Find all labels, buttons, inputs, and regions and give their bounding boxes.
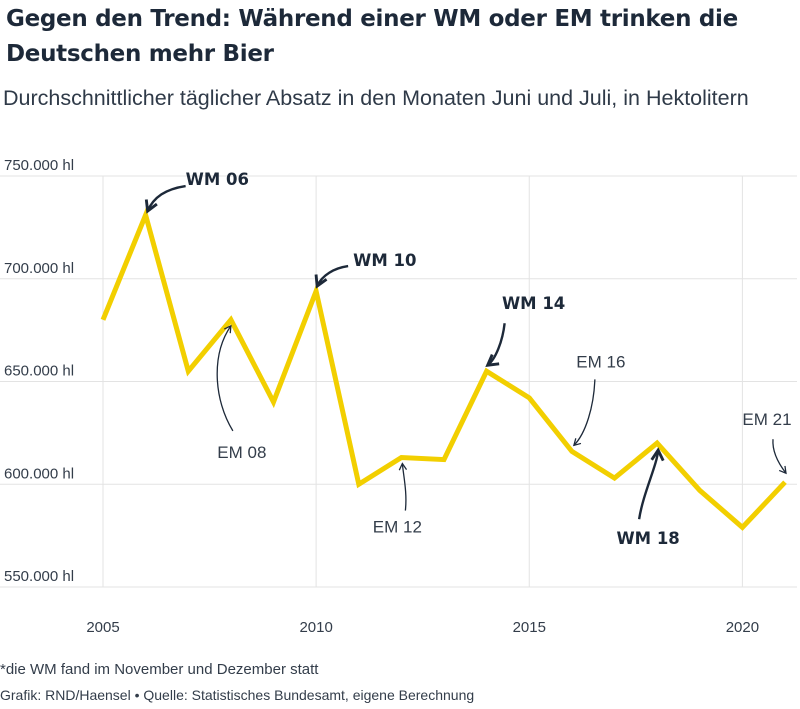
- annotation-arrow-wm-06: [144, 184, 186, 214]
- annotation-label-em-16: EM 16: [576, 352, 625, 371]
- y-tick-label: 700.000 hl: [4, 260, 74, 277]
- annotation-arrow-em-12: [398, 462, 408, 511]
- annotation-label-wm-10: WM 10: [353, 251, 416, 270]
- y-tick-label: 600.000 hl: [4, 465, 74, 482]
- x-tick-label: 2015: [513, 619, 546, 636]
- x-tick-label: 2005: [86, 619, 119, 636]
- annotation-label-wm-18: WM 18: [616, 529, 679, 548]
- annotation-arrow-wm-14: [485, 323, 506, 367]
- footnote: *die WM fand im November und Dezember st…: [0, 661, 319, 678]
- chart-title: Gegen den Trend: Während einer WM oder E…: [6, 6, 738, 67]
- annotation-arrow-em-21: [772, 439, 787, 475]
- annotations: WM 06 EM 08 WM 10 EM 12 WM 14 EM 16 WM 18 EM 21: [144, 170, 792, 548]
- annotation-arrow-wm-10: [314, 264, 349, 289]
- annotation-label-em-12: EM 12: [373, 518, 422, 537]
- annotation-label-wm-06: WM 06: [186, 170, 249, 189]
- y-tick-label: 650.000 hl: [4, 363, 74, 380]
- x-tick-label: 2010: [299, 619, 332, 636]
- annotation-label-wm-14: WM 14: [502, 294, 565, 313]
- series: [100, 207, 787, 531]
- y-tick-label: 750.000 hl: [4, 157, 74, 174]
- y-tick-label: 550.000 hl: [4, 568, 74, 585]
- annotation-arrow-em-08: [216, 324, 234, 432]
- annotation-arrow-em-16: [572, 379, 596, 447]
- gridlines: [0, 175, 797, 588]
- series-line: [100, 207, 787, 531]
- x-tick-label: 2020: [726, 619, 759, 636]
- y-axis: 550.000 hl 600.000 hl 650.000 hl 700.000 hl…: [4, 157, 74, 585]
- x-axis: 2005 2010 2015 2020: [86, 619, 759, 636]
- chart-subtitle: Durchschnittlicher täglicher Absatz in d…: [3, 86, 749, 110]
- annotation-label-em-21: EM 21: [742, 410, 791, 429]
- annotation-label-em-08: EM 08: [217, 443, 266, 462]
- annotation-arrow-wm-18: [637, 447, 665, 520]
- source-credit: Grafik: RND/Haensel • Quelle: Statistisc…: [0, 687, 475, 703]
